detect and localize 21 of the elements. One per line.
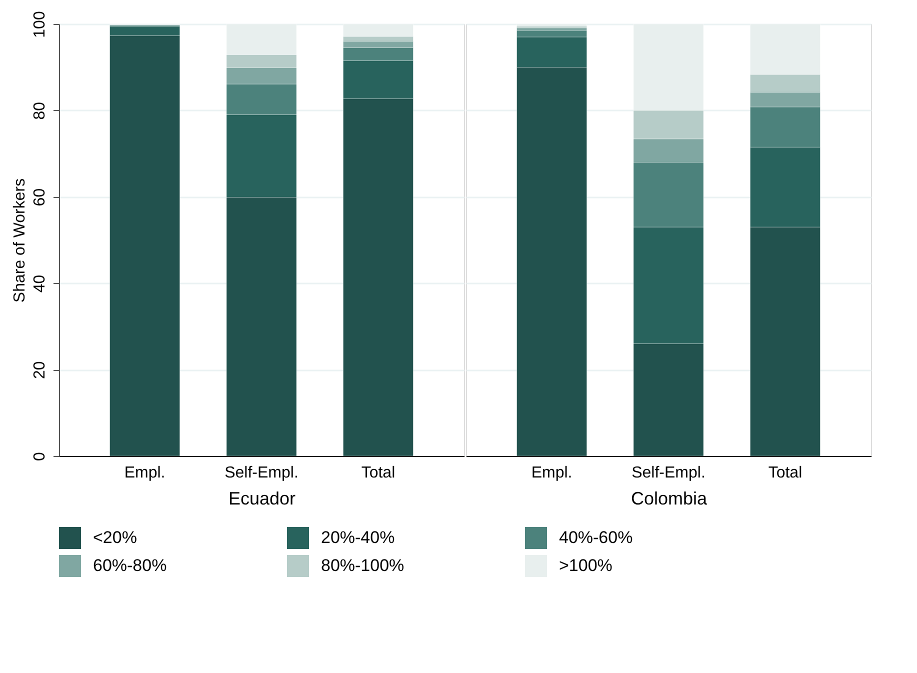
legend-label: 40%-60% xyxy=(559,528,633,547)
x-axis-title: Colombia xyxy=(630,488,708,508)
legend-label: 60%-80% xyxy=(93,556,167,575)
x-axis-title: Ecuador xyxy=(228,488,296,508)
x-tick-label: Total xyxy=(361,464,396,482)
legend-label: 20%-40% xyxy=(321,528,395,547)
y-axis-title: Share of Workers xyxy=(12,178,28,303)
legend-label: 80%-100% xyxy=(321,556,404,575)
y-tick-label: 80 xyxy=(32,102,48,120)
y-tick-label: 0 xyxy=(32,452,48,461)
y-tick-label: 100 xyxy=(32,11,48,38)
x-tick-label: Total xyxy=(768,464,802,482)
y-tick-label: 20 xyxy=(32,361,48,379)
legend-label: <20% xyxy=(93,528,137,547)
y-tick-label: 40 xyxy=(32,274,48,293)
legend-label: >100% xyxy=(559,556,612,575)
x-tick-label: Self-Empl. xyxy=(224,464,298,482)
y-tick-label: 60 xyxy=(32,188,48,206)
x-tick-label: Self-Empl. xyxy=(632,464,706,482)
x-tick-label: Empl. xyxy=(531,464,572,482)
x-tick-label: Empl. xyxy=(124,464,166,482)
